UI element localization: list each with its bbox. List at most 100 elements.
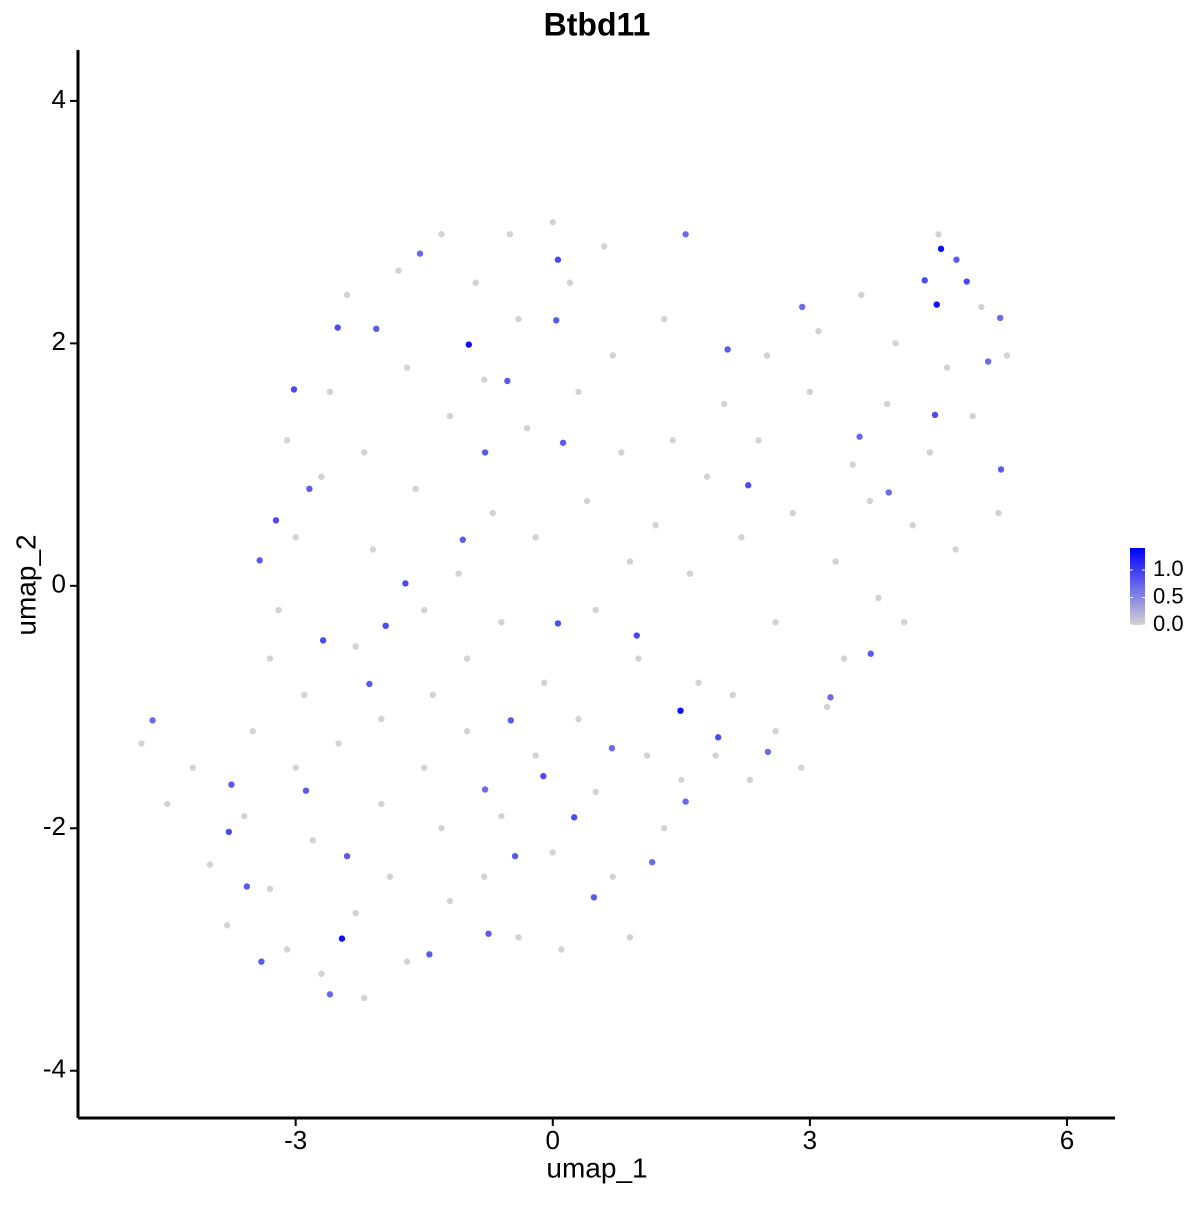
point [465,341,473,348]
point [403,958,411,965]
point [823,703,831,711]
point [485,930,492,937]
point [714,734,722,741]
point [943,364,951,371]
point [463,728,471,735]
point [319,637,327,644]
point [515,934,522,941]
point [309,837,317,844]
point [163,800,171,808]
point [541,679,548,686]
point [523,425,531,432]
point [343,291,351,299]
point [489,509,496,517]
point [438,231,445,238]
point [984,358,992,365]
point [952,546,959,553]
point [921,277,928,284]
point [249,728,257,735]
point [649,859,656,866]
point [724,346,731,353]
point [635,655,642,662]
point [678,776,685,783]
point [266,655,274,662]
point [933,301,940,308]
point [515,315,522,323]
point [446,412,454,420]
point [352,909,359,917]
point [446,897,454,905]
point [292,534,299,541]
point [609,352,616,359]
point [426,951,433,958]
point [352,643,359,650]
point [798,764,805,771]
point [661,825,668,832]
point [335,740,342,747]
point [498,618,505,626]
point [338,935,346,942]
point [558,946,565,953]
point [511,852,519,860]
point [772,618,779,626]
point [703,473,711,480]
y-tick-label: 2 [52,326,66,356]
point [283,437,291,444]
point [403,364,411,371]
point [283,946,291,953]
point [481,786,489,793]
point [763,352,771,359]
point [892,340,899,347]
point [909,522,916,529]
point [669,437,676,444]
point [266,885,274,893]
point [228,781,235,788]
colorbar [1130,548,1145,625]
point [241,812,248,820]
chart-title: Btbd11 [544,6,651,42]
point [840,655,848,662]
point [712,752,719,759]
point [412,485,419,493]
point [575,388,582,396]
point [592,606,599,614]
point [463,655,471,662]
point [592,788,599,796]
point [343,852,351,860]
point [686,570,694,577]
point [772,728,779,735]
point [532,534,539,541]
point [996,314,1004,322]
point [953,256,960,263]
point [682,231,689,238]
point [997,466,1005,473]
point [498,812,505,820]
point [963,278,970,285]
x-tick-label: 6 [1060,1125,1074,1155]
point [937,245,945,253]
x-tick-label: 0 [546,1125,560,1155]
point [421,764,428,771]
point [554,256,562,263]
point [206,861,214,868]
point [318,473,325,480]
point [559,439,567,446]
y-tick-label: 0 [52,569,66,599]
point [549,218,556,226]
point [416,250,424,257]
point [361,994,368,1002]
point [633,632,640,639]
point [438,825,445,832]
point [306,485,313,493]
y-tick-label: -2 [43,811,66,841]
point [661,315,668,323]
point [652,522,659,529]
point [590,894,598,901]
point [361,449,368,456]
point [386,873,394,880]
point [746,776,754,783]
point [225,828,233,836]
point [532,752,539,759]
point [856,433,863,440]
